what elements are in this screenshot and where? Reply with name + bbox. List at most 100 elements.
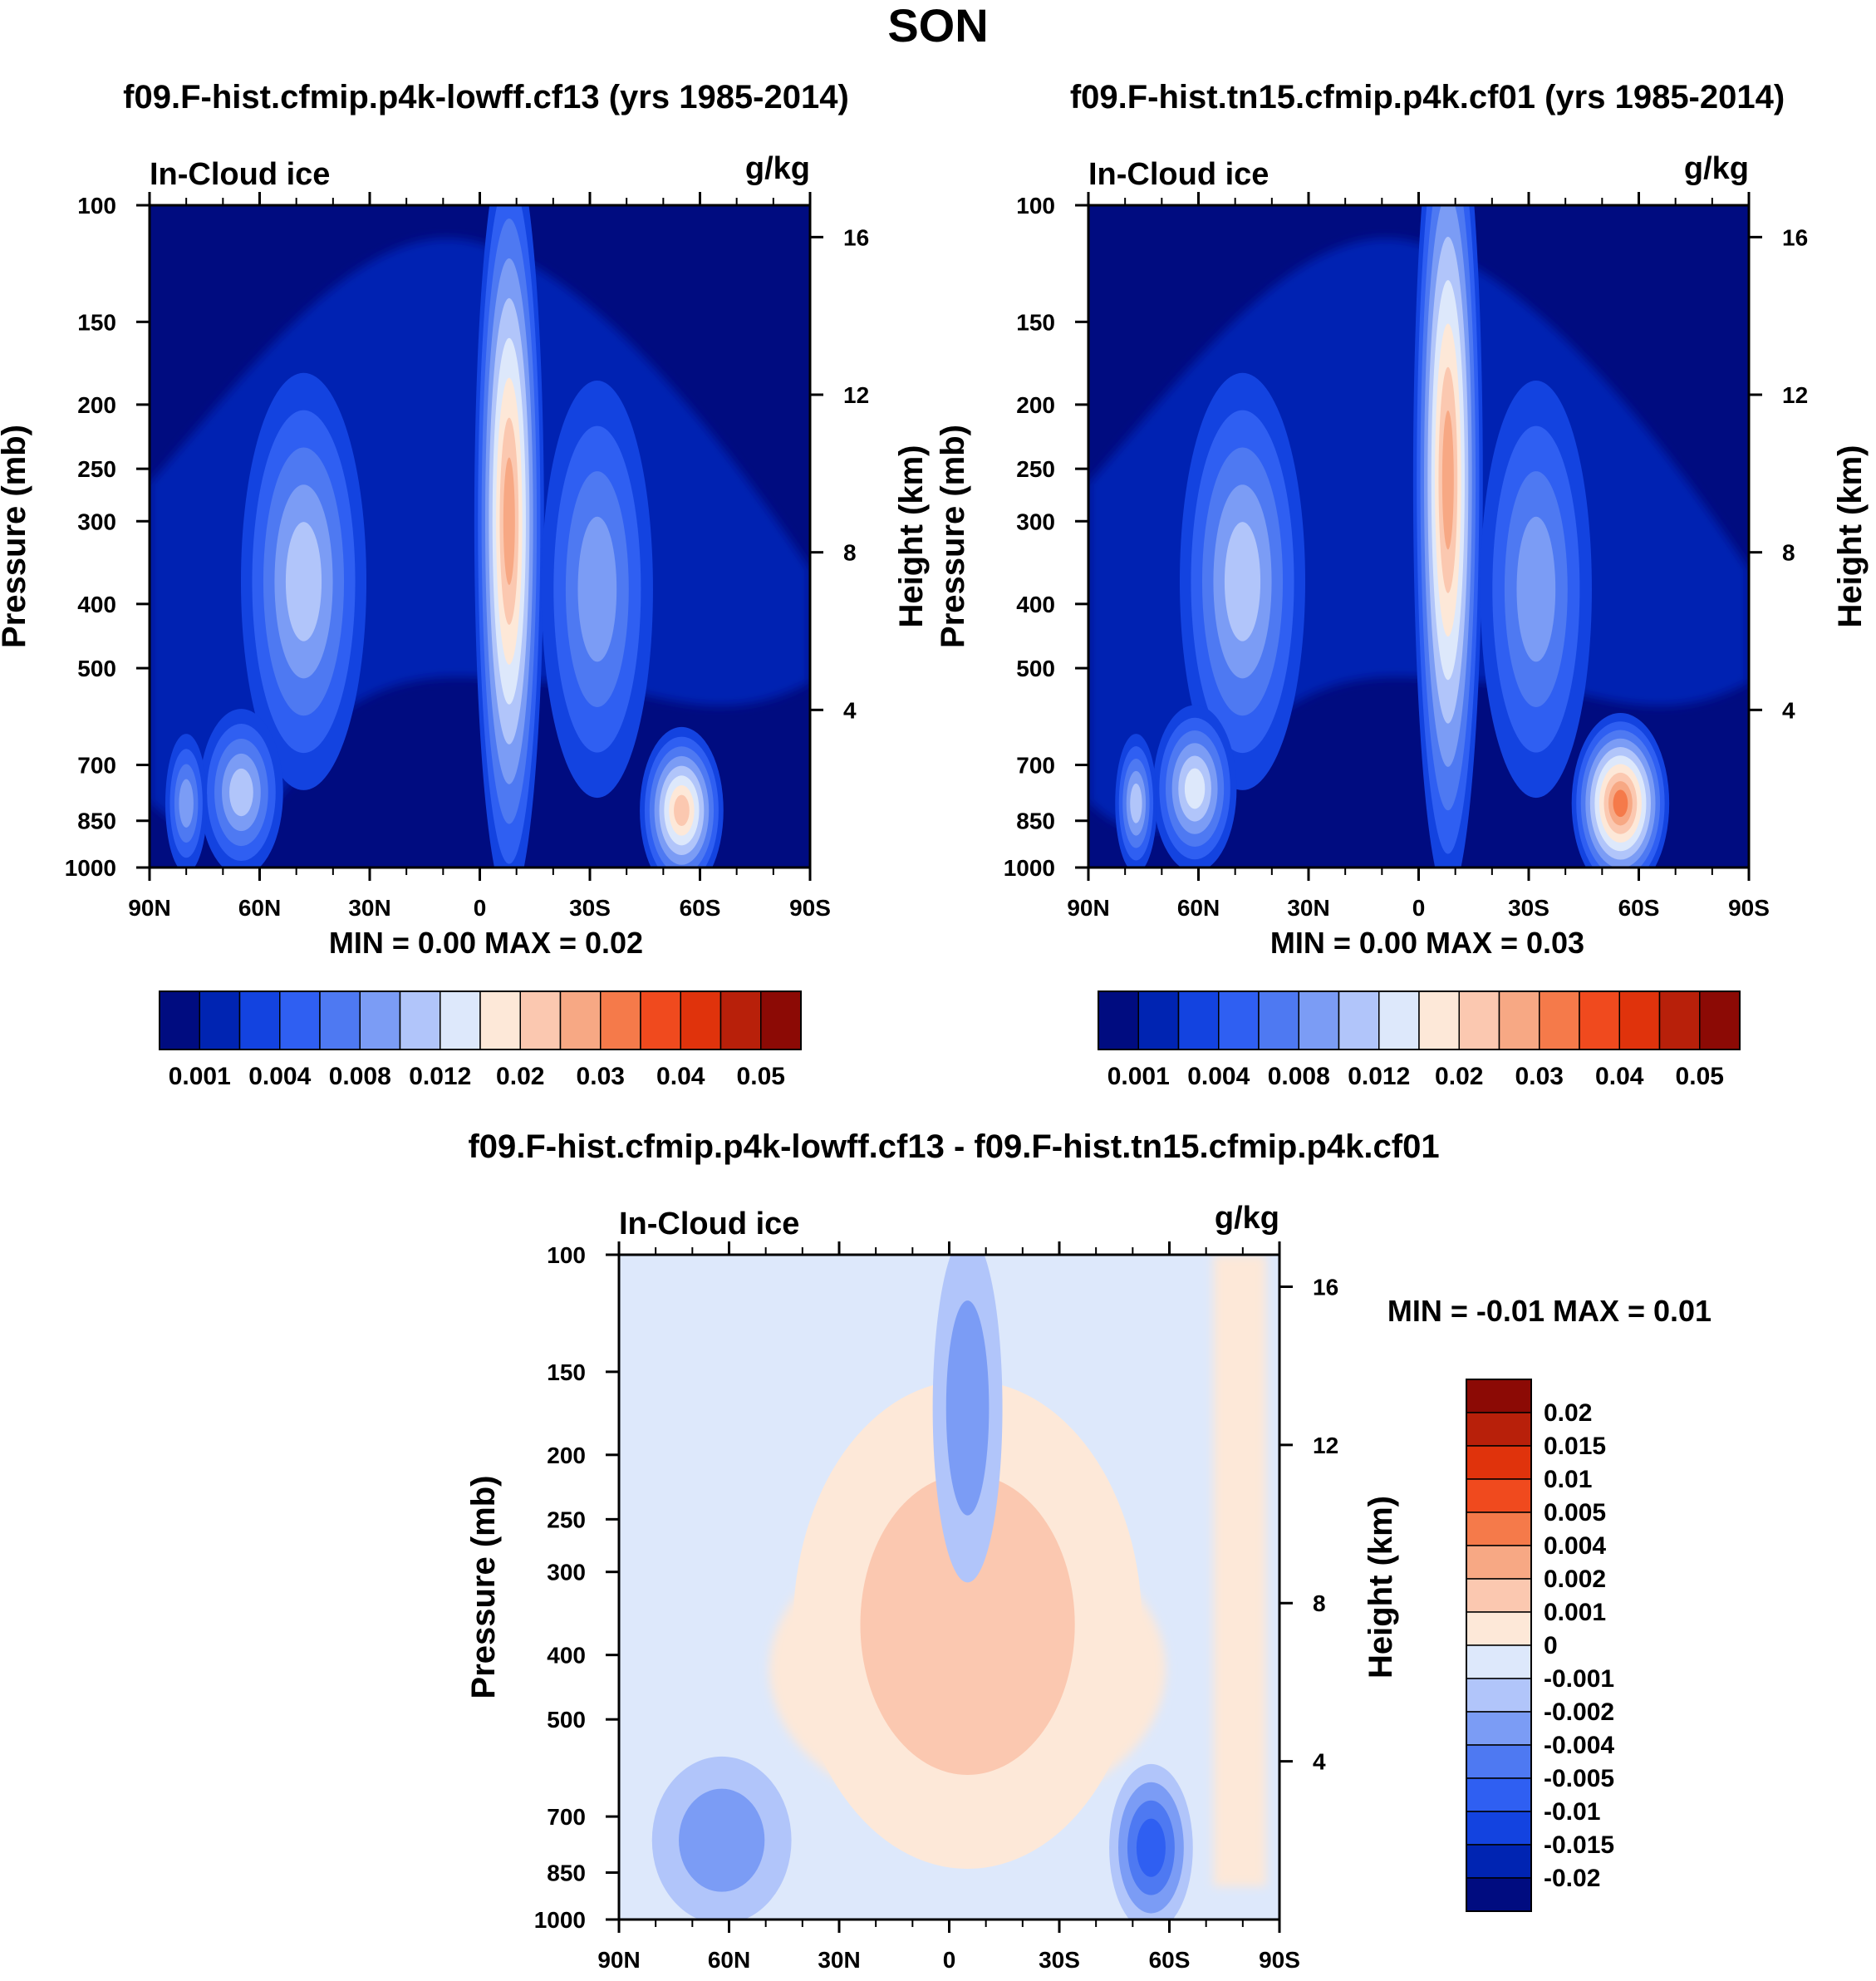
y-tick-label: 500 bbox=[547, 1707, 586, 1733]
colorbar-box bbox=[519, 990, 562, 1050]
colorbar-label: 0.02 bbox=[1544, 1399, 1592, 1427]
y2-tick-label: 8 bbox=[1782, 540, 1795, 566]
colorbar-label: 0.012 bbox=[1348, 1063, 1410, 1090]
colorbar-box bbox=[1466, 1412, 1532, 1447]
contour-band bbox=[285, 522, 322, 641]
panel-left: 90N 60N 30N 0 30S 60S 90S 100 150 200 250 300 400 500… bbox=[0, 79, 930, 1090]
colorbar-box bbox=[1466, 1844, 1532, 1879]
colorbar-frame bbox=[1098, 990, 1741, 1050]
panel-right: 90N 60N 30N 0 30S 60S 90S 100 150 200 250 300 400 500… bbox=[935, 79, 1869, 1090]
y-axis-label: Pressure (mb) bbox=[935, 425, 971, 648]
y-tick-label: 100 bbox=[547, 1242, 586, 1268]
x-tick-label: 30N bbox=[818, 1947, 860, 1973]
colorbar-box bbox=[399, 990, 441, 1050]
y-tick-label: 250 bbox=[547, 1507, 586, 1532]
colorbar-label: -0.005 bbox=[1544, 1765, 1614, 1792]
y2-tick-label: 8 bbox=[1313, 1590, 1326, 1616]
contour-field bbox=[1088, 205, 1749, 868]
colorbar-box bbox=[760, 990, 802, 1050]
colorbar-box bbox=[1466, 1644, 1532, 1679]
colorbar-box bbox=[1498, 990, 1540, 1050]
y-tick-label: 1000 bbox=[65, 855, 116, 881]
contour-field bbox=[619, 1255, 1279, 1920]
contour-band bbox=[1516, 516, 1556, 662]
colorbar-box bbox=[640, 990, 681, 1050]
contour-band bbox=[674, 794, 690, 826]
y-tick-label: 300 bbox=[77, 509, 116, 534]
field-label: In-Cloud ice bbox=[1088, 157, 1269, 192]
colorbar-box bbox=[1466, 1811, 1532, 1846]
y2-tick-label: 4 bbox=[843, 697, 857, 723]
contour-band bbox=[860, 1474, 1075, 1775]
units-label: g/kg bbox=[745, 151, 810, 186]
panel-title: f09.F-hist.tn15.cfmip.p4k.cf01 (yrs 1985… bbox=[1070, 79, 1785, 116]
colorbar-label: 0.02 bbox=[496, 1063, 544, 1090]
colorbar-box bbox=[1618, 990, 1661, 1050]
colorbar-box bbox=[1098, 990, 1139, 1050]
colorbar-label: 0.004 bbox=[1187, 1063, 1250, 1090]
y-tick-label: 200 bbox=[1016, 392, 1055, 418]
colorbar-label: -0.002 bbox=[1544, 1698, 1614, 1726]
colorbar-box bbox=[199, 990, 241, 1050]
y2-tick-label: 12 bbox=[1313, 1433, 1338, 1458]
x-tick-label: 60N bbox=[1177, 895, 1220, 921]
colorbar-label: 0.02 bbox=[1435, 1063, 1483, 1090]
x-tick-label: 30S bbox=[569, 895, 611, 921]
y-tick-label: 250 bbox=[77, 456, 116, 482]
contour-band bbox=[577, 516, 617, 662]
contour-band bbox=[1224, 522, 1261, 641]
y-tick-label: 850 bbox=[547, 1861, 586, 1886]
colorbar-box bbox=[1466, 1678, 1532, 1713]
colorbar-label: -0.004 bbox=[1544, 1732, 1614, 1759]
y2-axis-label: Height (km) bbox=[1832, 445, 1869, 628]
colorbar-label: 0.015 bbox=[1544, 1433, 1606, 1460]
colorbar-box bbox=[238, 990, 281, 1050]
colorbar-box bbox=[1466, 1379, 1532, 1413]
colorbar-box bbox=[1177, 990, 1220, 1050]
colorbar-box bbox=[1466, 1877, 1532, 1912]
colorbar-box bbox=[319, 990, 361, 1050]
contour-band bbox=[503, 457, 515, 585]
colorbar-box bbox=[1466, 1711, 1532, 1746]
y-tick-label: 700 bbox=[1016, 753, 1055, 779]
panel-title: f09.F-hist.cfmip.p4k-lowff.cf13 (yrs 198… bbox=[123, 79, 849, 116]
colorbar-label: 0.03 bbox=[1515, 1063, 1564, 1090]
colorbar-label: 0.008 bbox=[1268, 1063, 1330, 1090]
colorbar-box bbox=[1338, 990, 1380, 1050]
min-max-stats: MIN = 0.00 MAX = 0.02 bbox=[329, 926, 643, 960]
colorbar-box bbox=[1466, 1512, 1532, 1546]
colorbar-label: 0.01 bbox=[1544, 1466, 1592, 1493]
y2-tick-label: 16 bbox=[843, 224, 869, 250]
y-tick-label: 850 bbox=[1016, 809, 1055, 834]
colorbar-box bbox=[1699, 990, 1741, 1050]
colorbar-box bbox=[559, 990, 602, 1050]
y-tick-label: 850 bbox=[77, 809, 116, 834]
colorbar-box bbox=[479, 990, 521, 1050]
y-tick-label: 200 bbox=[77, 392, 116, 418]
min-max-stats: MIN = -0.01 MAX = 0.01 bbox=[1387, 1294, 1711, 1328]
contour-band bbox=[679, 1788, 765, 1892]
y2-tick-label: 4 bbox=[1313, 1749, 1326, 1775]
colorbar-box bbox=[1466, 1478, 1532, 1513]
y-tick-label: 400 bbox=[77, 592, 116, 617]
y-tick-label: 200 bbox=[547, 1443, 586, 1468]
colorbar-label: 0.04 bbox=[1595, 1063, 1644, 1090]
colorbar-box bbox=[1218, 990, 1260, 1050]
colorbar-label: 0.03 bbox=[577, 1063, 625, 1090]
x-tick-label: 90N bbox=[1067, 895, 1109, 921]
contour-band bbox=[945, 1300, 990, 1516]
contour-band bbox=[229, 768, 253, 817]
units-label: g/kg bbox=[1684, 151, 1749, 186]
panel-title: f09.F-hist.cfmip.p4k-lowff.cf13 - f09.F-… bbox=[468, 1128, 1439, 1165]
figure-title: SON bbox=[887, 0, 988, 52]
colorbar-box bbox=[279, 990, 321, 1050]
field-label: In-Cloud ice bbox=[619, 1207, 799, 1241]
colorbar-label: 0.001 bbox=[169, 1063, 231, 1090]
colorbar-box bbox=[359, 990, 401, 1050]
x-tick-label: 60N bbox=[238, 895, 281, 921]
colorbar-label: 0.001 bbox=[1107, 1063, 1170, 1090]
colorbar-box bbox=[1418, 990, 1460, 1050]
x-tick-label: 0 bbox=[943, 1947, 956, 1973]
x-tick-label: 30N bbox=[348, 895, 390, 921]
y-tick-label: 150 bbox=[547, 1359, 586, 1385]
